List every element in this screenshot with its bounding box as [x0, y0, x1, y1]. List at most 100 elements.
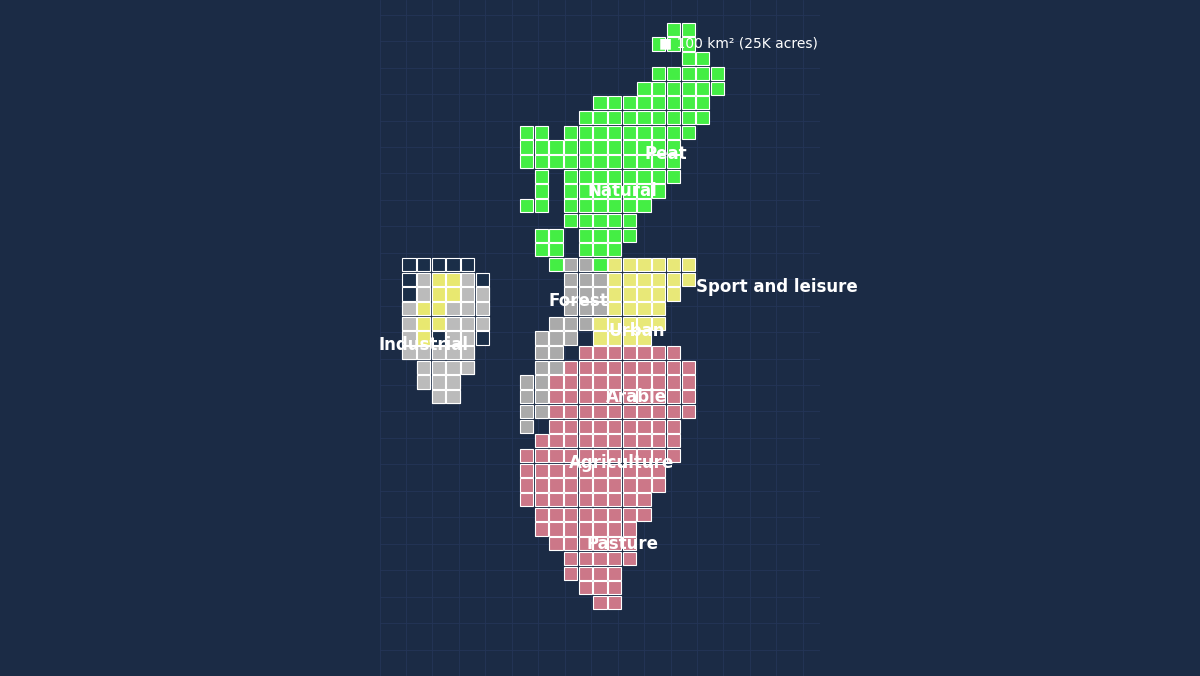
FancyBboxPatch shape: [623, 111, 636, 124]
FancyBboxPatch shape: [402, 331, 415, 345]
FancyBboxPatch shape: [418, 361, 431, 374]
FancyBboxPatch shape: [608, 258, 622, 271]
FancyBboxPatch shape: [446, 302, 460, 315]
FancyBboxPatch shape: [652, 126, 665, 139]
Text: Pasture: Pasture: [586, 535, 658, 553]
FancyBboxPatch shape: [667, 420, 680, 433]
FancyBboxPatch shape: [593, 272, 607, 286]
FancyBboxPatch shape: [476, 272, 490, 286]
FancyBboxPatch shape: [520, 464, 533, 477]
FancyBboxPatch shape: [682, 258, 695, 271]
FancyBboxPatch shape: [682, 37, 695, 51]
FancyBboxPatch shape: [432, 390, 445, 404]
FancyBboxPatch shape: [652, 390, 665, 404]
FancyBboxPatch shape: [402, 316, 415, 330]
FancyBboxPatch shape: [432, 287, 445, 301]
FancyBboxPatch shape: [608, 405, 622, 418]
FancyBboxPatch shape: [578, 258, 592, 271]
FancyBboxPatch shape: [461, 331, 474, 345]
FancyBboxPatch shape: [623, 375, 636, 389]
FancyBboxPatch shape: [652, 37, 665, 51]
FancyBboxPatch shape: [608, 126, 622, 139]
FancyBboxPatch shape: [682, 96, 695, 110]
FancyBboxPatch shape: [623, 287, 636, 301]
FancyBboxPatch shape: [652, 67, 665, 80]
FancyBboxPatch shape: [432, 346, 445, 360]
FancyBboxPatch shape: [461, 287, 474, 301]
FancyBboxPatch shape: [682, 405, 695, 418]
FancyBboxPatch shape: [682, 375, 695, 389]
FancyBboxPatch shape: [535, 199, 548, 212]
FancyBboxPatch shape: [418, 272, 431, 286]
FancyBboxPatch shape: [623, 493, 636, 506]
FancyBboxPatch shape: [418, 258, 431, 271]
FancyBboxPatch shape: [550, 493, 563, 506]
FancyBboxPatch shape: [578, 566, 592, 580]
FancyBboxPatch shape: [637, 493, 650, 506]
FancyBboxPatch shape: [593, 243, 607, 256]
FancyBboxPatch shape: [578, 155, 592, 168]
FancyBboxPatch shape: [637, 479, 650, 491]
FancyBboxPatch shape: [682, 390, 695, 404]
FancyBboxPatch shape: [637, 449, 650, 462]
FancyBboxPatch shape: [623, 214, 636, 227]
FancyBboxPatch shape: [535, 405, 548, 418]
FancyBboxPatch shape: [623, 552, 636, 565]
FancyBboxPatch shape: [637, 258, 650, 271]
FancyBboxPatch shape: [578, 464, 592, 477]
FancyBboxPatch shape: [608, 434, 622, 448]
FancyBboxPatch shape: [432, 287, 445, 301]
FancyBboxPatch shape: [476, 331, 490, 345]
FancyBboxPatch shape: [550, 479, 563, 491]
FancyBboxPatch shape: [550, 141, 563, 153]
FancyBboxPatch shape: [564, 287, 577, 301]
FancyBboxPatch shape: [623, 479, 636, 491]
FancyBboxPatch shape: [578, 302, 592, 315]
Text: Urban: Urban: [608, 322, 665, 339]
FancyBboxPatch shape: [637, 331, 650, 345]
FancyBboxPatch shape: [637, 82, 650, 95]
FancyBboxPatch shape: [535, 141, 548, 153]
FancyBboxPatch shape: [578, 434, 592, 448]
FancyBboxPatch shape: [682, 272, 695, 286]
FancyBboxPatch shape: [520, 141, 533, 153]
FancyBboxPatch shape: [476, 302, 490, 315]
FancyBboxPatch shape: [476, 316, 490, 330]
FancyBboxPatch shape: [564, 566, 577, 580]
FancyBboxPatch shape: [520, 479, 533, 491]
FancyBboxPatch shape: [608, 331, 622, 345]
FancyBboxPatch shape: [564, 390, 577, 404]
FancyBboxPatch shape: [682, 82, 695, 95]
FancyBboxPatch shape: [696, 82, 709, 95]
FancyBboxPatch shape: [623, 523, 636, 535]
FancyBboxPatch shape: [446, 390, 460, 404]
FancyBboxPatch shape: [550, 346, 563, 360]
Text: Forest: Forest: [548, 292, 608, 310]
FancyBboxPatch shape: [593, 508, 607, 521]
FancyBboxPatch shape: [623, 155, 636, 168]
FancyBboxPatch shape: [432, 375, 445, 389]
FancyBboxPatch shape: [652, 479, 665, 491]
FancyBboxPatch shape: [593, 228, 607, 242]
FancyBboxPatch shape: [667, 375, 680, 389]
FancyBboxPatch shape: [418, 302, 431, 315]
Text: Sport and leisure: Sport and leisure: [696, 278, 857, 295]
FancyBboxPatch shape: [637, 96, 650, 110]
FancyBboxPatch shape: [652, 375, 665, 389]
FancyBboxPatch shape: [578, 243, 592, 256]
FancyBboxPatch shape: [667, 82, 680, 95]
FancyBboxPatch shape: [432, 361, 445, 374]
FancyBboxPatch shape: [578, 126, 592, 139]
FancyBboxPatch shape: [667, 96, 680, 110]
FancyBboxPatch shape: [550, 331, 563, 345]
FancyBboxPatch shape: [446, 361, 460, 374]
FancyBboxPatch shape: [432, 390, 445, 404]
FancyBboxPatch shape: [623, 405, 636, 418]
FancyBboxPatch shape: [446, 272, 460, 286]
FancyBboxPatch shape: [432, 302, 445, 315]
FancyBboxPatch shape: [520, 449, 533, 462]
FancyBboxPatch shape: [578, 508, 592, 521]
FancyBboxPatch shape: [564, 479, 577, 491]
FancyBboxPatch shape: [593, 361, 607, 374]
FancyBboxPatch shape: [550, 155, 563, 168]
